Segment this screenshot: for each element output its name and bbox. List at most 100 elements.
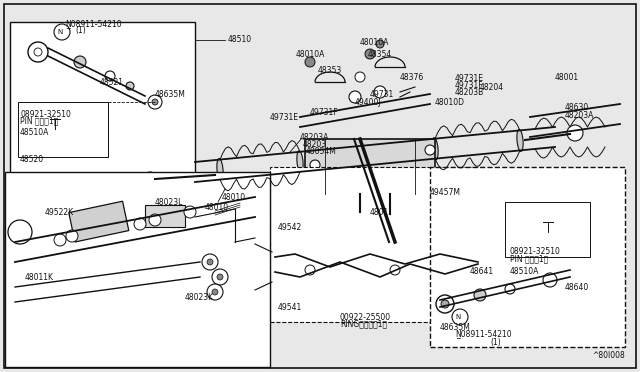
- Text: 49731E: 49731E: [270, 112, 299, 122]
- Text: 48023L: 48023L: [155, 198, 184, 206]
- Text: 48521: 48521: [100, 77, 124, 87]
- Text: 48203A: 48203A: [565, 110, 595, 119]
- Circle shape: [184, 206, 196, 218]
- Text: 48510: 48510: [228, 35, 252, 44]
- Ellipse shape: [217, 158, 223, 180]
- Circle shape: [105, 71, 115, 81]
- Text: 48203A: 48203A: [300, 132, 330, 141]
- Text: 48520: 48520: [20, 154, 44, 164]
- Bar: [68, 201, 129, 242]
- Ellipse shape: [432, 138, 438, 160]
- Circle shape: [305, 265, 315, 275]
- Text: 08921-32510: 08921-32510: [20, 109, 71, 119]
- Circle shape: [425, 145, 435, 155]
- Text: 08921-32510: 08921-32510: [510, 247, 561, 257]
- Bar: [305, 139, 435, 194]
- Text: 48010D: 48010D: [435, 97, 465, 106]
- Text: 48510A: 48510A: [510, 267, 540, 276]
- Text: 48010A: 48010A: [296, 49, 325, 58]
- Circle shape: [207, 284, 223, 300]
- Text: 48641: 48641: [470, 267, 494, 276]
- Circle shape: [310, 160, 320, 170]
- Text: N: N: [58, 29, 63, 35]
- Bar: [5, 172, 270, 367]
- Text: 48203B: 48203B: [455, 87, 484, 96]
- Bar: [145, 205, 185, 227]
- Circle shape: [376, 40, 384, 48]
- Circle shape: [212, 289, 218, 295]
- Bar: [270, 167, 485, 322]
- Circle shape: [126, 82, 134, 90]
- Circle shape: [207, 259, 213, 265]
- Text: ^80I008: ^80I008: [592, 351, 625, 360]
- Text: 48054M: 48054M: [306, 147, 337, 155]
- Circle shape: [305, 57, 315, 67]
- Circle shape: [142, 172, 158, 188]
- Text: 49457M: 49457M: [430, 187, 461, 196]
- Text: 4801I: 4801I: [370, 208, 392, 217]
- Circle shape: [152, 99, 158, 105]
- Circle shape: [455, 263, 465, 273]
- Text: 48354: 48354: [368, 49, 392, 58]
- Text: N: N: [456, 314, 461, 320]
- Text: N̲08911-54210: N̲08911-54210: [455, 330, 511, 339]
- Text: RINGリング（1）: RINGリング（1）: [340, 320, 387, 328]
- Text: 48203: 48203: [303, 140, 327, 148]
- Text: 48635M: 48635M: [440, 323, 471, 331]
- Circle shape: [202, 254, 218, 270]
- Circle shape: [505, 284, 515, 294]
- Text: (1): (1): [490, 337, 500, 346]
- Bar: [430, 167, 625, 347]
- Text: 48630: 48630: [565, 103, 589, 112]
- Text: 48353: 48353: [318, 65, 342, 74]
- Text: 48510A: 48510A: [20, 128, 49, 137]
- Text: 49731F: 49731F: [455, 80, 484, 90]
- Circle shape: [390, 265, 400, 275]
- Circle shape: [54, 24, 70, 40]
- Bar: [18, 102, 108, 157]
- Text: 48640: 48640: [565, 282, 589, 292]
- Text: 49522K: 49522K: [45, 208, 74, 217]
- Circle shape: [148, 95, 162, 109]
- Text: 49731F: 49731F: [310, 108, 339, 116]
- Circle shape: [374, 86, 386, 98]
- Text: PIN ビン（1）: PIN ビン（1）: [510, 254, 548, 263]
- Circle shape: [217, 274, 223, 280]
- Circle shape: [441, 300, 449, 308]
- Circle shape: [365, 49, 375, 59]
- Circle shape: [134, 218, 146, 230]
- Circle shape: [349, 91, 361, 103]
- Text: N̲08911-54210: N̲08911-54210: [65, 19, 122, 29]
- Text: 48010A: 48010A: [360, 38, 389, 46]
- Circle shape: [149, 214, 161, 226]
- Bar: [505, 202, 590, 257]
- Text: 49541: 49541: [278, 302, 302, 311]
- Text: 49731E: 49731E: [455, 74, 484, 83]
- Text: 48023K: 48023K: [185, 292, 214, 301]
- Circle shape: [567, 125, 583, 141]
- Circle shape: [355, 72, 365, 82]
- Text: 48376: 48376: [400, 73, 424, 81]
- Text: 48204: 48204: [480, 83, 504, 92]
- Ellipse shape: [297, 151, 303, 173]
- Circle shape: [452, 309, 468, 325]
- Ellipse shape: [517, 129, 523, 151]
- Circle shape: [34, 48, 42, 56]
- Text: 48010: 48010: [205, 202, 229, 212]
- Circle shape: [436, 295, 454, 313]
- Circle shape: [8, 220, 32, 244]
- Bar: [10, 22, 195, 177]
- Text: (1): (1): [75, 26, 86, 35]
- Text: 48010: 48010: [222, 192, 246, 202]
- Text: PIN ビン（1）: PIN ビン（1）: [20, 116, 58, 125]
- Circle shape: [474, 289, 486, 301]
- Circle shape: [66, 230, 78, 242]
- Text: 49400J: 49400J: [355, 97, 381, 106]
- Text: 00922-25500: 00922-25500: [340, 312, 391, 321]
- Circle shape: [28, 42, 48, 62]
- Text: 48011K: 48011K: [25, 273, 54, 282]
- Text: 49731: 49731: [370, 90, 394, 99]
- Text: 49542: 49542: [278, 222, 302, 231]
- Text: 48001: 48001: [555, 73, 579, 81]
- Circle shape: [74, 56, 86, 68]
